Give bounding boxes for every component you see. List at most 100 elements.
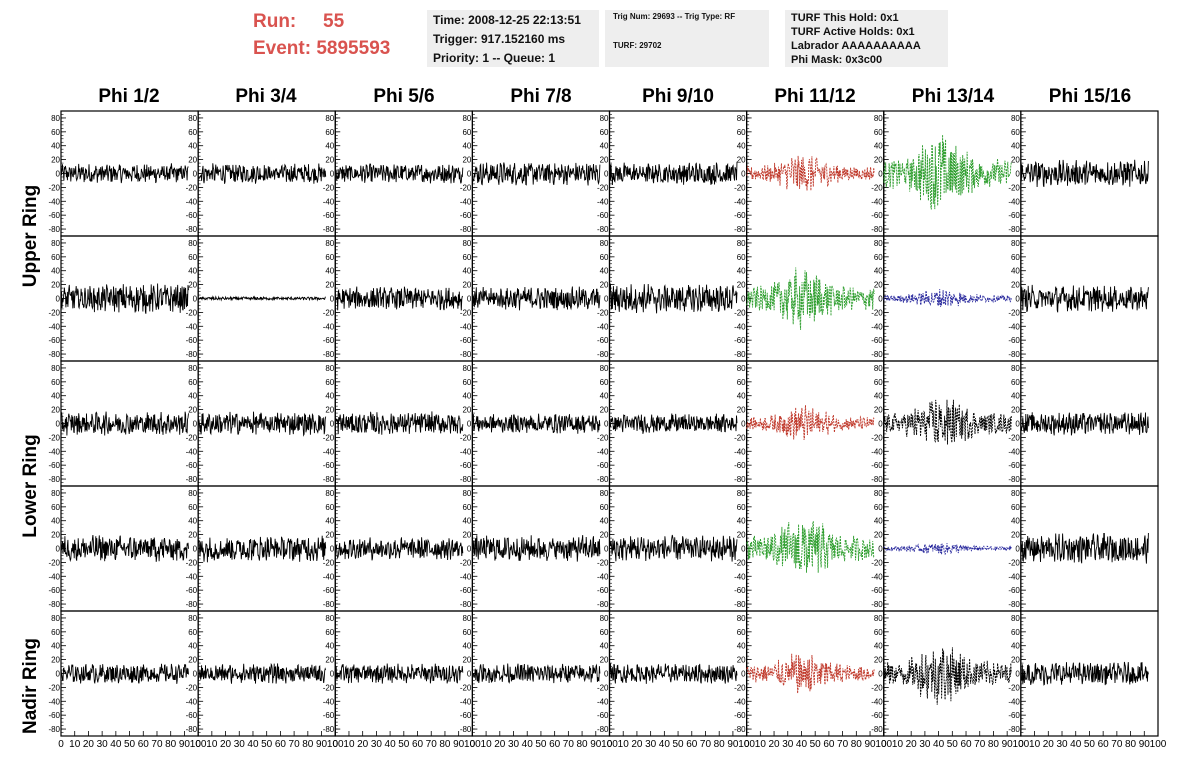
y-tick-label: 40 — [462, 142, 471, 151]
y-tick-label: 80 — [51, 364, 60, 373]
x-tick-label: 30 — [97, 739, 109, 750]
y-tick-label: 40 — [737, 267, 746, 276]
y-tick-label: -20 — [48, 683, 60, 692]
y-tick-label: -80 — [48, 725, 60, 734]
y-tick-label: 80 — [737, 239, 746, 248]
y-tick-label: -80 — [48, 600, 60, 609]
panel-r3-c2: 80 60 40 20 0 -20 -40 -60 -80 — [186, 360, 336, 487]
waveform-trace — [746, 267, 875, 330]
waveform-trace — [471, 413, 601, 434]
y-tick-label: 80 — [600, 114, 609, 123]
y-tick-label: 60 — [188, 503, 197, 512]
y-tick-label: 40 — [325, 142, 334, 151]
y-tick-label: 40 — [462, 517, 471, 526]
trig-info-box: Trig Num: 29693 -- Trig Type: RF TURF: 2… — [605, 10, 769, 67]
y-tick-label: 80 — [325, 114, 334, 123]
waveform-trace — [60, 411, 189, 436]
y-tick-label: 0 — [193, 545, 198, 554]
y-tick-label: 40 — [462, 642, 471, 651]
y-tick-label: 80 — [1011, 489, 1020, 498]
y-tick-label: 80 — [188, 239, 197, 248]
y-tick-label: -20 — [186, 433, 198, 442]
y-tick-label: 40 — [188, 517, 197, 526]
run-event-info: Run: 55 Event: 5895593 — [253, 8, 390, 62]
y-tick-label: -60 — [48, 461, 60, 470]
y-tick-label: -80 — [1008, 350, 1020, 359]
y-tick-label: 40 — [874, 142, 883, 151]
x-tick-label: 40 — [659, 739, 671, 750]
x-tick-label: 90 — [316, 739, 328, 750]
y-tick-label: 80 — [737, 489, 746, 498]
x-tick-label: 50 — [1084, 739, 1096, 750]
y-tick-label: -20 — [323, 308, 335, 317]
y-tick-label: 60 — [1011, 628, 1020, 637]
y-tick-label: 40 — [874, 642, 883, 651]
y-tick-label: 20 — [462, 656, 471, 665]
y-tick-label: -40 — [597, 322, 609, 331]
y-tick-label: -40 — [734, 322, 746, 331]
y-tick-label: -40 — [1008, 447, 1020, 456]
waveform-trace — [609, 283, 738, 314]
y-tick-label: 20 — [874, 156, 883, 165]
panel-r2-c7: 80 60 40 20 0 -20 -40 -60 -80 — [871, 235, 1022, 362]
y-tick-label: -60 — [48, 711, 60, 720]
panel-r3-c1: 80 60 40 20 0 -20 -40 -60 -80 — [48, 360, 199, 487]
time-line: Time: 2008-12-25 22:13:51 — [433, 13, 581, 27]
y-tick-label: -80 — [460, 725, 472, 734]
y-tick-label: 0 — [467, 170, 472, 179]
x-tick-label: 50 — [673, 739, 685, 750]
y-tick-label: 80 — [325, 364, 334, 373]
y-tick-label: 0 — [878, 670, 883, 679]
x-tick-label: 0 — [195, 739, 201, 750]
x-tick-label: 0 — [58, 739, 64, 750]
x-tick-label: 30 — [508, 739, 520, 750]
waveform-trace — [883, 647, 1012, 705]
y-tick-label: -60 — [323, 211, 335, 220]
y-tick-label: 0 — [878, 545, 883, 554]
event-value: 5895593 — [316, 38, 391, 59]
y-tick-label: 40 — [600, 642, 609, 651]
x-tick-label: 80 — [714, 739, 726, 750]
y-tick-label: -20 — [871, 308, 883, 317]
y-tick-label: 40 — [51, 267, 60, 276]
y-tick-label: -80 — [323, 475, 335, 484]
x-tick-label: 60 — [138, 739, 150, 750]
panel-r3-c6: 80 60 40 20 0 -20 -40 -60 -80 — [734, 360, 885, 487]
x-tick-label: 80 — [577, 739, 589, 750]
x-tick-label: 100 — [738, 739, 755, 750]
y-tick-label: -60 — [323, 336, 335, 345]
y-tick-label: 80 — [1011, 614, 1020, 623]
y-tick-label: -40 — [186, 697, 198, 706]
waveform-trace — [746, 405, 875, 440]
run-label: Run: — [253, 11, 297, 32]
y-tick-label: -60 — [734, 711, 746, 720]
x-tick-label: 70 — [151, 739, 163, 750]
y-tick-label: -80 — [597, 600, 609, 609]
y-tick-label: 0 — [330, 420, 335, 429]
y-tick-label: 20 — [1011, 531, 1020, 540]
y-tick-label: 20 — [737, 281, 746, 290]
y-tick-label: 0 — [604, 420, 609, 429]
y-tick-label: -80 — [1008, 725, 1020, 734]
y-tick-label: 60 — [325, 378, 334, 387]
y-tick-label: 60 — [1011, 503, 1020, 512]
x-tick-label: 70 — [1111, 739, 1123, 750]
turf-info-box: TURF This Hold: 0x1 TURF Active Holds: 0… — [785, 10, 948, 67]
x-tick-label: 10 — [481, 739, 493, 750]
y-tick-label: 20 — [325, 531, 334, 540]
x-tick-label: 10 — [1029, 739, 1041, 750]
y-tick-label: -40 — [460, 697, 472, 706]
x-tick-label: 90 — [864, 739, 876, 750]
y-tick-label: -20 — [734, 433, 746, 442]
y-tick-label: 60 — [1011, 378, 1020, 387]
waveform-trace — [609, 161, 738, 186]
y-tick-label: 0 — [193, 295, 198, 304]
y-tick-label: -80 — [871, 350, 883, 359]
y-tick-label: -60 — [323, 711, 335, 720]
x-tick-label: 30 — [1056, 739, 1068, 750]
x-tick-label: 40 — [933, 739, 945, 750]
panel-r2-c1: 80 60 40 20 0 -20 -40 -60 -80 — [48, 235, 199, 362]
waveform-trace — [197, 163, 327, 184]
y-tick-label: 60 — [874, 128, 883, 137]
